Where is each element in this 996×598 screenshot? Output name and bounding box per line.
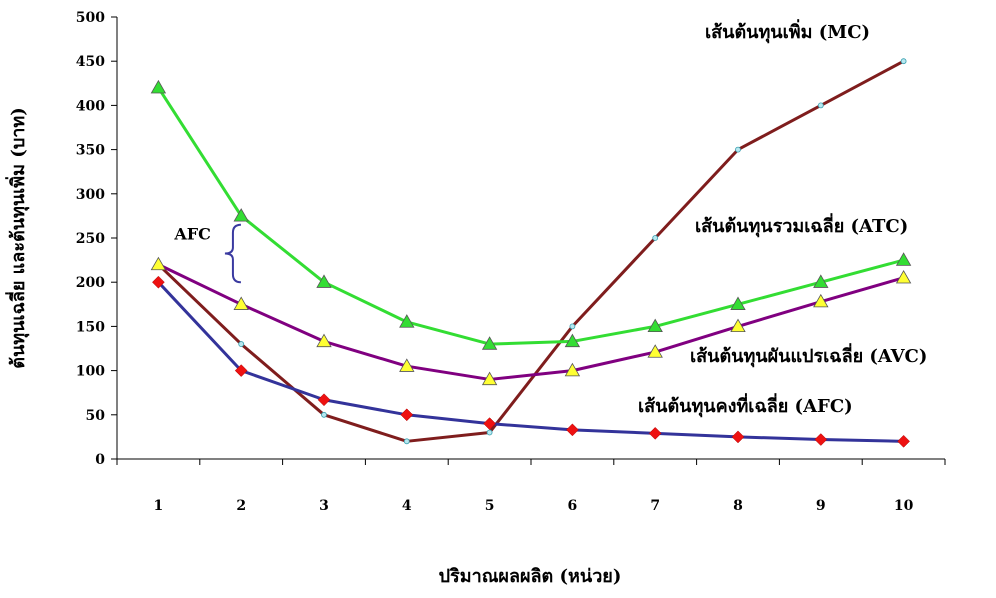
- series-label-afc: เส้นต้นทุนคงที่เฉลี่ย (AFC): [638, 393, 853, 418]
- point-mc: [569, 323, 576, 330]
- point-atc: [895, 252, 912, 266]
- point-mc: [238, 341, 245, 347]
- point-afc: [234, 364, 248, 377]
- y-tick-label: 350: [76, 143, 105, 159]
- y-axis: 0 50 100 150 200 250 300 350 400 450 500: [76, 10, 118, 468]
- series-mc: [155, 58, 907, 445]
- point-afc: [317, 393, 331, 407]
- y-tick-label: 300: [76, 187, 105, 203]
- y-tick-label: 450: [76, 54, 105, 70]
- y-tick-label: 100: [76, 364, 105, 380]
- point-atc: [233, 208, 249, 222]
- y-tick-label: 0: [95, 452, 105, 468]
- point-atc: [481, 336, 498, 350]
- x-tick-label: 8: [733, 498, 743, 514]
- series-avc: [150, 256, 912, 386]
- y-tick-label: 250: [76, 231, 105, 247]
- point-afc: [731, 430, 745, 444]
- point-mc: [735, 146, 741, 153]
- point-atc: [647, 318, 663, 333]
- y-axis-title: ต้นทุนเฉลี่ย และต้นทุนเพิ่ม (บาท): [5, 107, 30, 368]
- y-tick-label: 200: [76, 275, 105, 291]
- point-afc: [400, 408, 414, 422]
- x-tick-label: 9: [816, 498, 826, 514]
- point-atc: [813, 274, 829, 288]
- series-line-avc: [157, 263, 905, 381]
- point-mc: [403, 438, 410, 445]
- x-tick-label: 1: [154, 498, 164, 514]
- point-mc: [817, 102, 824, 109]
- x-tick-label: 5: [485, 498, 495, 514]
- annotation-layer: AFC: [173, 223, 241, 284]
- point-afc: [814, 433, 828, 446]
- series-atc: [150, 79, 912, 350]
- x-axis-title: ปริมาณผลผลิต (หน่วย): [439, 566, 622, 587]
- point-mc: [486, 429, 493, 436]
- x-tick-label: 10: [894, 498, 914, 514]
- point-mc: [900, 58, 907, 65]
- series-label-avc: เส้นต้นทุนผันแปรเฉลี่ย (AVC): [690, 343, 927, 368]
- point-atc: [564, 333, 581, 348]
- x-tick-label: 7: [650, 498, 660, 514]
- point-avc: [813, 293, 829, 308]
- y-tick-label: 50: [86, 408, 106, 424]
- series-afc: [152, 275, 910, 448]
- point-avc: [647, 344, 663, 358]
- point-afc: [152, 275, 165, 289]
- point-avc: [316, 333, 332, 348]
- point-avc: [730, 318, 746, 333]
- series-line-afc: [157, 281, 904, 443]
- x-tick-label: 4: [402, 498, 412, 514]
- point-afc: [648, 427, 662, 440]
- point-avc: [150, 256, 167, 271]
- series-line-atc: [157, 86, 904, 346]
- point-afc: [566, 423, 579, 437]
- afc-brace: [224, 223, 241, 284]
- point-atc: [730, 296, 746, 310]
- point-avc: [233, 296, 249, 310]
- series-label-atc: เส้นต้นทุนรวมเฉลี่ย (ATC): [695, 213, 908, 238]
- point-atc: [399, 314, 415, 328]
- x-tick-label: 6: [568, 498, 578, 514]
- point-afc: [897, 434, 910, 448]
- afc-brace-label: AFC: [173, 225, 211, 244]
- point-atc: [150, 79, 167, 94]
- series-line-mc: [157, 59, 905, 443]
- y-tick-label: 150: [76, 319, 105, 335]
- y-tick-label: 400: [76, 98, 105, 114]
- point-mc: [321, 411, 327, 418]
- point-mc: [652, 235, 659, 241]
- series-layer: [150, 58, 912, 448]
- x-tick-label: 3: [319, 498, 329, 514]
- point-avc: [895, 269, 912, 284]
- point-afc: [483, 417, 496, 430]
- x-axis: 1 2 3 4 5 6 7 8 9 10: [116, 458, 946, 514]
- point-atc: [316, 274, 332, 288]
- series-label-mc: เส้นต้นทุนเพิ่ม (MC): [705, 19, 870, 44]
- x-tick-label: 2: [236, 498, 246, 514]
- point-avc: [564, 362, 581, 377]
- point-avc: [399, 358, 415, 372]
- y-tick-label: 500: [76, 10, 105, 26]
- point-avc: [481, 371, 498, 386]
